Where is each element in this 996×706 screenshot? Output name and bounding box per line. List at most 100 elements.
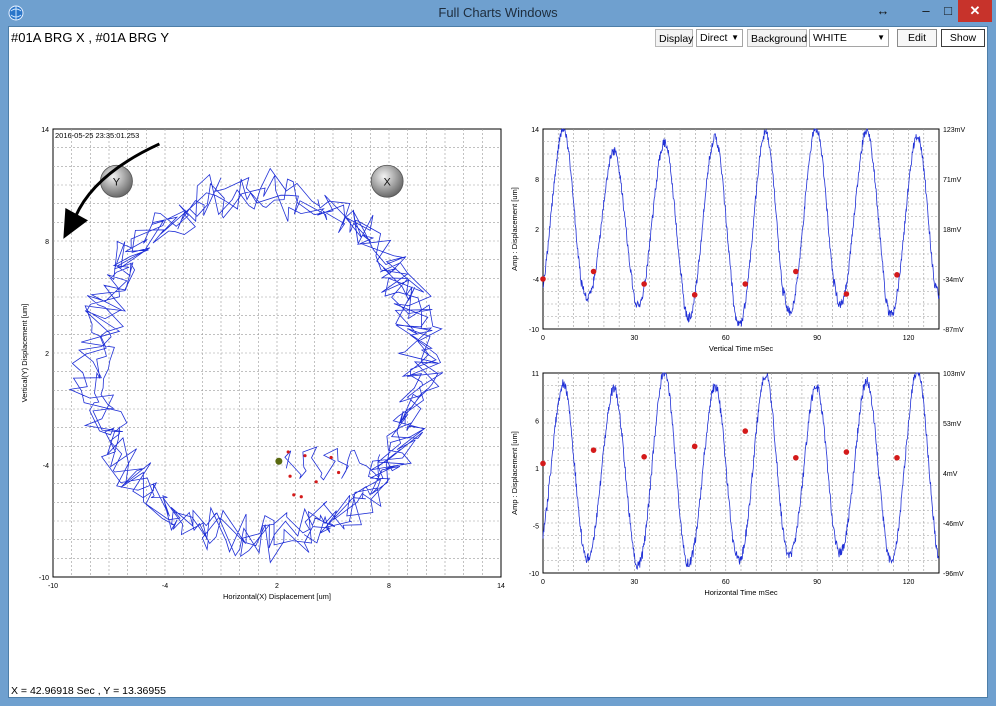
title-bar[interactable]: Full Charts Windows ↔ – □ ✕ <box>0 0 996 26</box>
arrow-head <box>63 208 88 239</box>
waveform-marker <box>641 281 647 287</box>
globe-app-icon <box>8 5 24 21</box>
x-axis-label: Horizontal Time mSec <box>704 588 778 597</box>
chevron-down-icon: ▼ <box>877 33 885 42</box>
y-tick-label: -10 <box>529 327 539 334</box>
y-tick-label: 2 <box>45 351 49 358</box>
x-tick-label: 14 <box>497 583 505 590</box>
waveform-marker <box>742 281 749 287</box>
right-tick-label: 53mV <box>943 421 962 428</box>
orbit-marker <box>288 474 292 478</box>
waveform-trace <box>542 372 940 570</box>
x-tick-label: 0 <box>541 579 545 586</box>
waveform-marker <box>894 454 900 461</box>
x-tick-label: 90 <box>813 579 821 586</box>
orbit-tail <box>284 446 381 481</box>
y-tick-label: 6 <box>535 419 539 426</box>
probe-x <box>370 164 404 198</box>
y-tick-label: -4 <box>533 277 539 284</box>
y-axis-label: Amp : Displacement [um] <box>510 187 519 271</box>
x-tick-label: 2 <box>275 583 279 590</box>
right-tick-label: -46mV <box>943 521 964 528</box>
chart-orbit: -10 -4 2 8 14 -10 -4 2 8 14 Horizontal(X) Displace… <box>20 127 505 601</box>
orbit-marker <box>299 495 303 499</box>
x-tick-label: 120 <box>903 579 915 586</box>
y-axis-label: Amp : Displacement [um] <box>510 431 519 515</box>
waveform-marker <box>590 268 597 275</box>
y-tick-label: 14 <box>531 127 539 134</box>
right-tick-label: 4mV <box>943 471 958 478</box>
waveform-marker <box>742 428 749 434</box>
orbit-timestamp: 2016-05-25 23:35:01.253 <box>55 131 139 140</box>
waveform-trace <box>542 128 940 327</box>
chart-vertical: 0 30 60 90 120 -10 -4 2 8 14 123mV 71mV 18mV -34mV -87… <box>510 127 966 353</box>
maximize-icon[interactable]: □ <box>944 3 952 18</box>
y-tick-label: -5 <box>533 523 539 530</box>
right-tick-label: 123mV <box>943 127 966 134</box>
waveform-marker <box>894 272 900 278</box>
y-tick-label: 2 <box>535 227 539 234</box>
y-tick-label: -4 <box>43 463 49 470</box>
background-label: Background <box>747 29 807 47</box>
orbit-marker <box>314 480 318 484</box>
waveform-marker <box>793 454 799 461</box>
waveform-marker <box>691 292 698 298</box>
x-axis-label: Vertical Time mSec <box>709 344 773 353</box>
orbit-marker <box>329 455 333 460</box>
orbit-marker <box>303 454 307 458</box>
probe-label: X <box>383 176 391 188</box>
x-tick-label: 30 <box>630 579 638 586</box>
minimize-icon[interactable]: – <box>922 3 930 18</box>
x-tick-label: 0 <box>541 335 545 342</box>
waveform-marker <box>641 454 647 460</box>
right-tick-label: -87mV <box>943 327 964 334</box>
y-axis-label: Vertical(Y) Displacement [um] <box>20 304 29 403</box>
waveform-marker <box>843 449 850 455</box>
x-tick-label: 8 <box>387 583 391 590</box>
display-select[interactable]: Direct ▼ <box>696 29 743 47</box>
edit-button[interactable]: Edit <box>897 29 937 47</box>
y-tick-label: 8 <box>45 239 49 246</box>
background-select[interactable]: WHITE ▼ <box>809 29 889 47</box>
waveform-marker <box>793 268 799 275</box>
right-tick-label: -96mV <box>943 571 964 578</box>
window-title: Full Charts Windows <box>438 5 558 20</box>
close-icon[interactable]: ✕ <box>958 0 992 22</box>
chevron-down-icon: ▼ <box>731 33 739 42</box>
waveform-marker <box>590 447 597 453</box>
channel-heading: #01A BRG X , #01A BRG Y <box>11 30 170 45</box>
orbit-marker <box>292 493 296 497</box>
orbit-center-point <box>275 457 283 465</box>
x-tick-label: 30 <box>630 335 638 342</box>
y-tick-label: 1 <box>535 466 539 473</box>
waveform-marker <box>540 460 546 467</box>
waveform-marker <box>540 276 546 282</box>
y-tick-label: -10 <box>529 571 539 578</box>
y-tick-label: -10 <box>39 575 49 582</box>
right-tick-label: 103mV <box>943 371 966 378</box>
orbit-trace <box>68 167 444 564</box>
y-tick-label: 8 <box>535 177 539 184</box>
y-tick-label: 11 <box>532 371 539 378</box>
orbit-marker <box>337 470 341 475</box>
x-tick-label: 120 <box>903 335 915 342</box>
client-area: #01A BRG X , #01A BRG Y Display Direct ▼… <box>8 26 988 698</box>
x-axis-label: Horizontal(X) Displacement [um] <box>223 592 331 601</box>
right-tick-label: 18mV <box>943 227 962 234</box>
x-tick-label: 60 <box>722 335 730 342</box>
background-select-value: WHITE <box>813 32 847 44</box>
x-tick-label: 90 <box>813 335 821 342</box>
charts-canvas: -10 -4 2 8 14 -10 -4 2 8 14 Horizontal(X) Displace… <box>20 127 966 601</box>
display-label: Display <box>655 29 693 47</box>
chart-horizontal: 0 30 60 90 120 -10 -5 1 6 11 103mV 53mV 4mV -46mV -96m… <box>510 371 966 597</box>
resize-icon[interactable]: ↔ <box>876 3 890 18</box>
show-button[interactable]: Show <box>941 29 985 47</box>
orbit-marker <box>286 450 290 454</box>
waveform-marker <box>843 291 850 297</box>
x-tick-label: -4 <box>162 583 168 590</box>
x-tick-label: 60 <box>722 579 730 586</box>
right-tick-label: -34mV <box>943 277 964 284</box>
arrow-shaft <box>74 142 161 218</box>
y-tick-label: 14 <box>41 127 49 134</box>
